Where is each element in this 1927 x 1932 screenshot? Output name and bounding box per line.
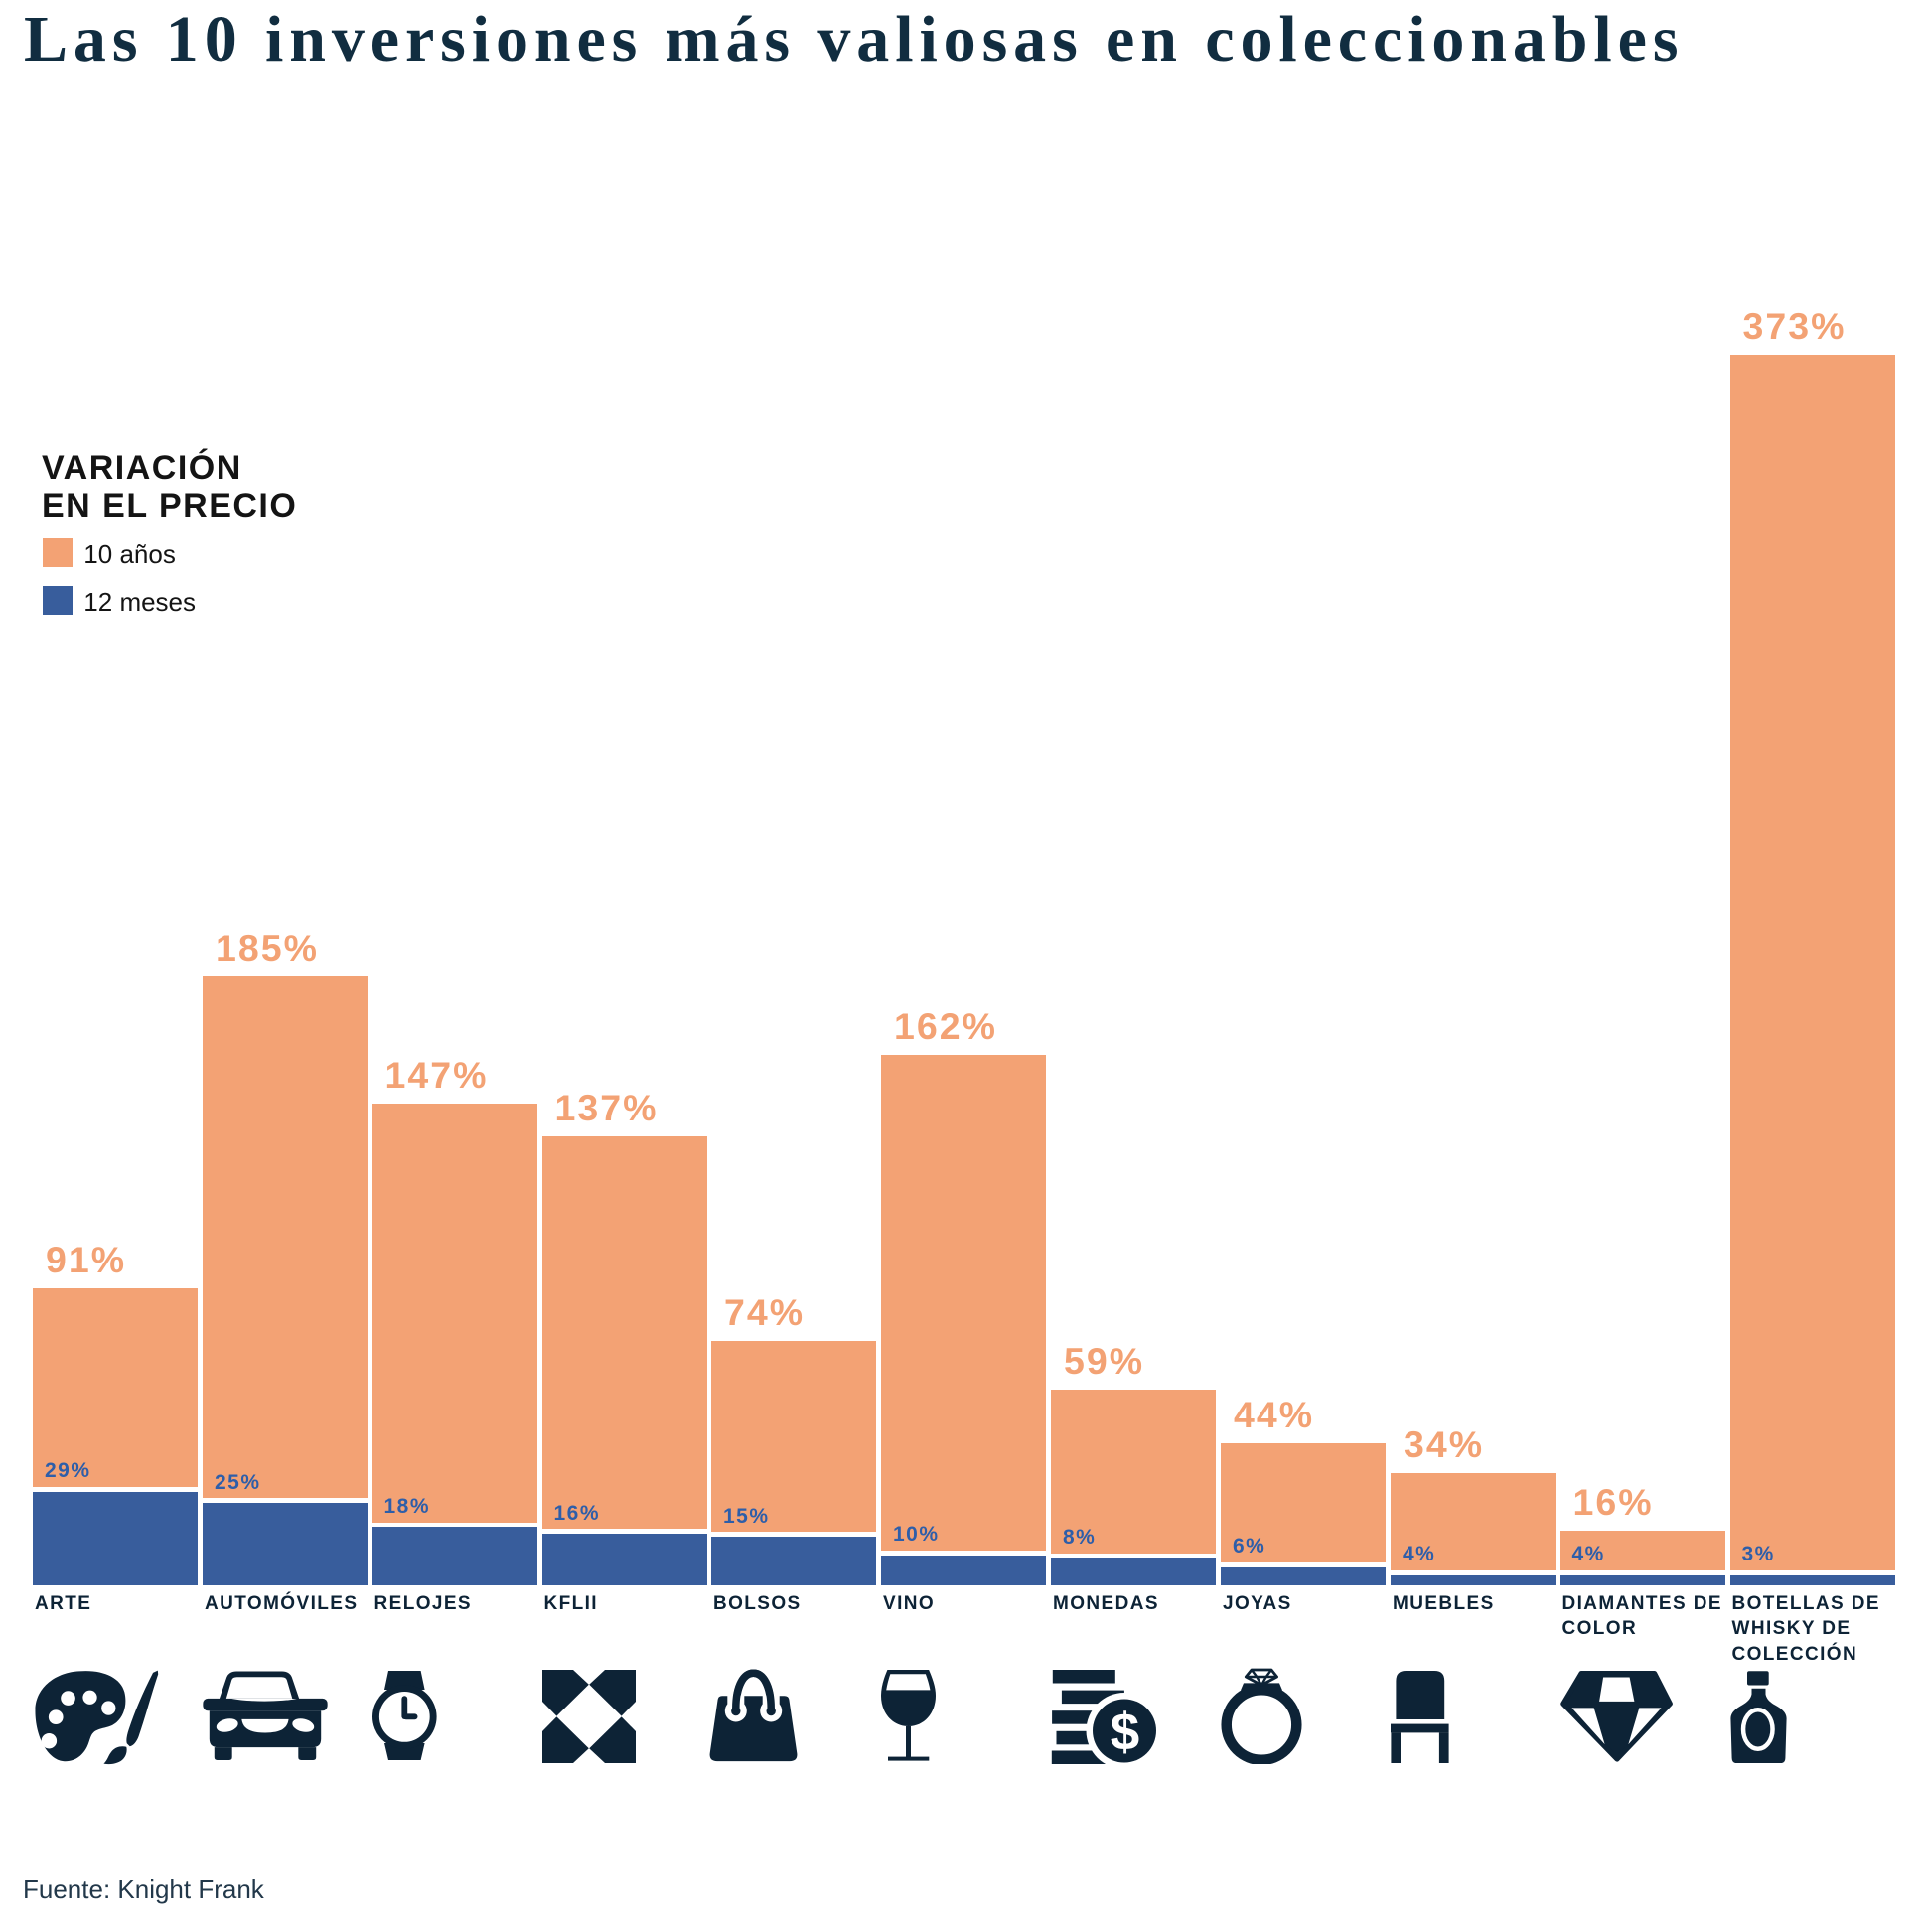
svg-text:$: $ [1111,1704,1139,1762]
